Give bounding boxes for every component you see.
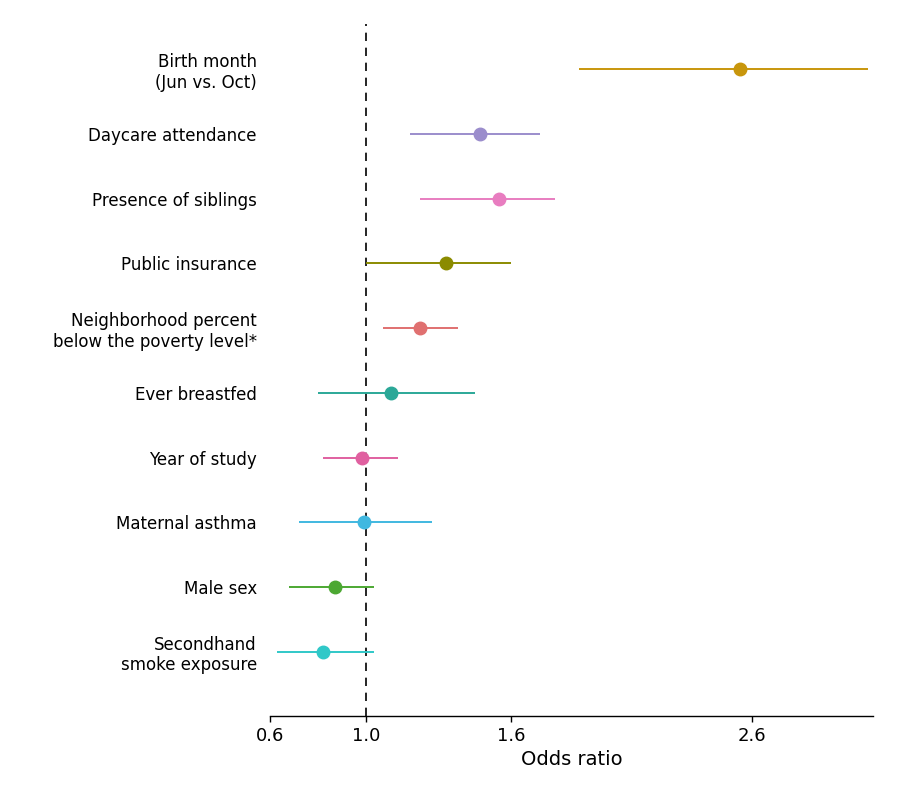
X-axis label: Odds ratio: Odds ratio [521, 751, 622, 770]
